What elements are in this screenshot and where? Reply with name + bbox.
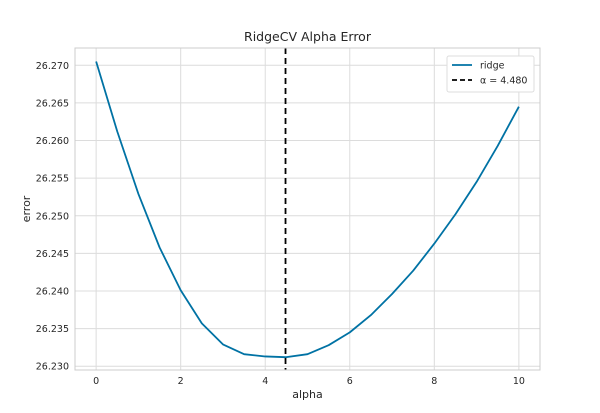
legend: ridge α = 4.480 <box>446 55 535 93</box>
y-tick-label: 26.270 <box>36 61 69 72</box>
x-tick-label: 10 <box>513 376 525 387</box>
x-tick-label: 4 <box>262 376 268 387</box>
y-tick-label: 26.260 <box>36 136 69 147</box>
y-tick-label: 26.235 <box>36 324 69 335</box>
y-tick-label: 26.240 <box>36 287 69 298</box>
y-tick-label: 26.265 <box>36 98 69 109</box>
x-axis-label: alpha <box>292 388 323 401</box>
legend-ridge-label: ridge <box>480 61 505 72</box>
plot-frame <box>74 47 541 371</box>
x-tick-label: 0 <box>93 376 99 387</box>
legend-alpha-label: α = 4.480 <box>480 76 527 87</box>
y-axis-label: error <box>20 195 33 222</box>
x-tick-label: 8 <box>431 376 437 387</box>
series-layer <box>95 61 520 359</box>
grid <box>75 48 540 370</box>
plot-background <box>75 48 540 370</box>
chart-title: RidgeCV Alpha Error <box>244 29 372 44</box>
x-tick-labels: 0 2 4 6 8 10 <box>93 376 525 387</box>
series-line-ridge <box>95 61 520 359</box>
y-tick-labels: 26.230 26.235 26.240 26.245 26.250 26.255 26.2… <box>36 61 69 373</box>
y-tick-label: 26.230 <box>36 362 69 373</box>
x-tick-label: 2 <box>178 376 184 387</box>
y-tick-label: 26.255 <box>36 174 69 185</box>
y-tick-label: 26.245 <box>36 249 69 260</box>
x-tick-label: 6 <box>347 376 353 387</box>
y-tick-label: 26.250 <box>36 211 69 222</box>
